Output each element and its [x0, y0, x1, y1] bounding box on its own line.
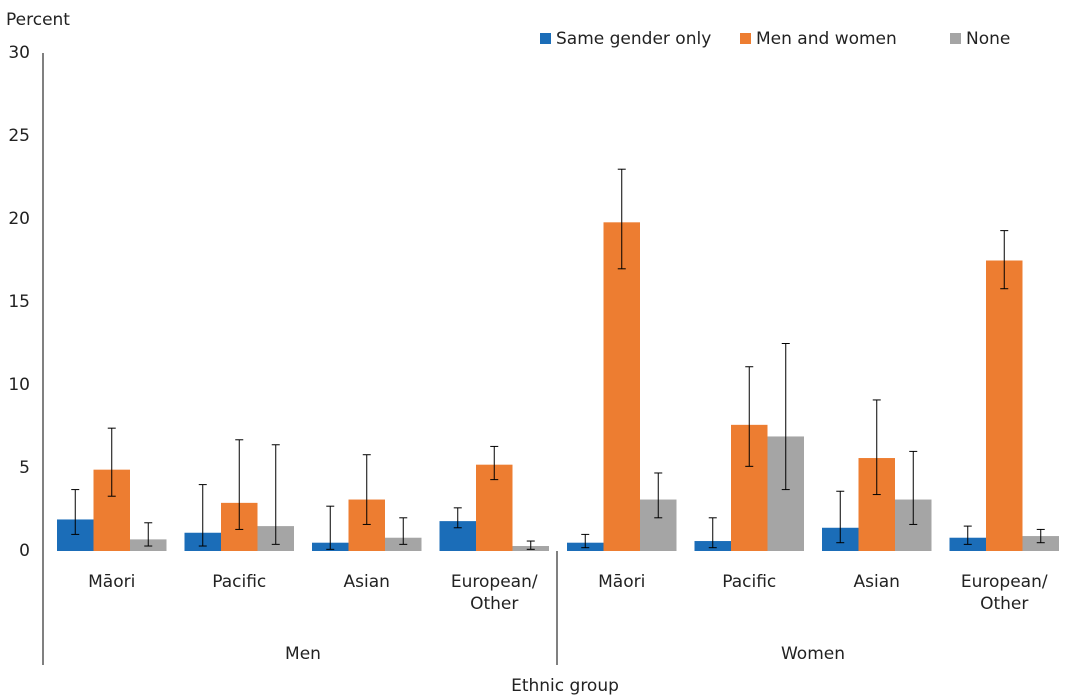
x-tick-label: Asian [853, 572, 900, 592]
legend-swatch [950, 33, 961, 44]
x-tick-label: Māori [598, 572, 646, 592]
legend-swatch [740, 33, 751, 44]
y-tick-label: 10 [8, 375, 30, 395]
y-axis-label: Percent [6, 10, 70, 30]
x-tick-label: Pacific [212, 572, 267, 592]
group-label: Women [781, 644, 845, 664]
y-tick-label: 30 [8, 43, 30, 63]
y-tick-label: 0 [19, 541, 30, 561]
x-tick-label: European/ Other [960, 572, 1048, 614]
y-tick-label: 25 [8, 126, 30, 146]
legend-label: None [966, 29, 1010, 49]
x-tick-label: European/ Other [450, 572, 538, 614]
y-tick-label: 5 [19, 458, 30, 478]
legend-label: Men and women [756, 29, 897, 49]
x-axis-label: Ethnic group [511, 676, 619, 696]
bar [1022, 536, 1059, 551]
x-tick-label: Māori [88, 572, 136, 592]
x-tick-label: Asian [343, 572, 390, 592]
bar [603, 222, 640, 551]
group-label: Men [285, 644, 321, 664]
legend-swatch [540, 33, 551, 44]
legend-label: Same gender only [556, 29, 711, 49]
x-tick-label: Pacific [722, 572, 777, 592]
bar [986, 260, 1023, 551]
y-tick-label: 15 [8, 292, 30, 312]
y-tick-label: 20 [8, 209, 30, 229]
